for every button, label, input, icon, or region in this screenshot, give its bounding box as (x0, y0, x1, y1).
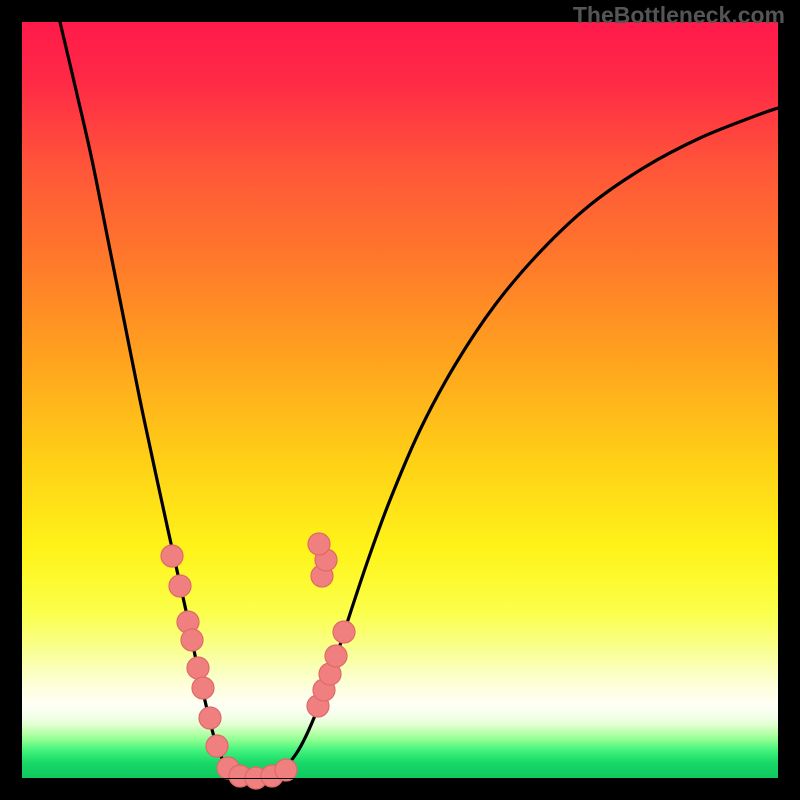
data-point (192, 677, 214, 699)
watermark-label: TheBottleneck.com (573, 2, 785, 29)
data-point (161, 545, 183, 567)
data-point (325, 645, 347, 667)
plot-background (22, 22, 778, 778)
data-point (187, 657, 209, 679)
data-point (308, 533, 330, 555)
data-point (181, 629, 203, 651)
data-point (199, 707, 221, 729)
chart-canvas: TheBottleneck.com (0, 0, 800, 800)
data-point (206, 735, 228, 757)
data-point (275, 759, 297, 781)
data-point (169, 575, 191, 597)
chart-svg (0, 0, 800, 800)
data-point (333, 621, 355, 643)
